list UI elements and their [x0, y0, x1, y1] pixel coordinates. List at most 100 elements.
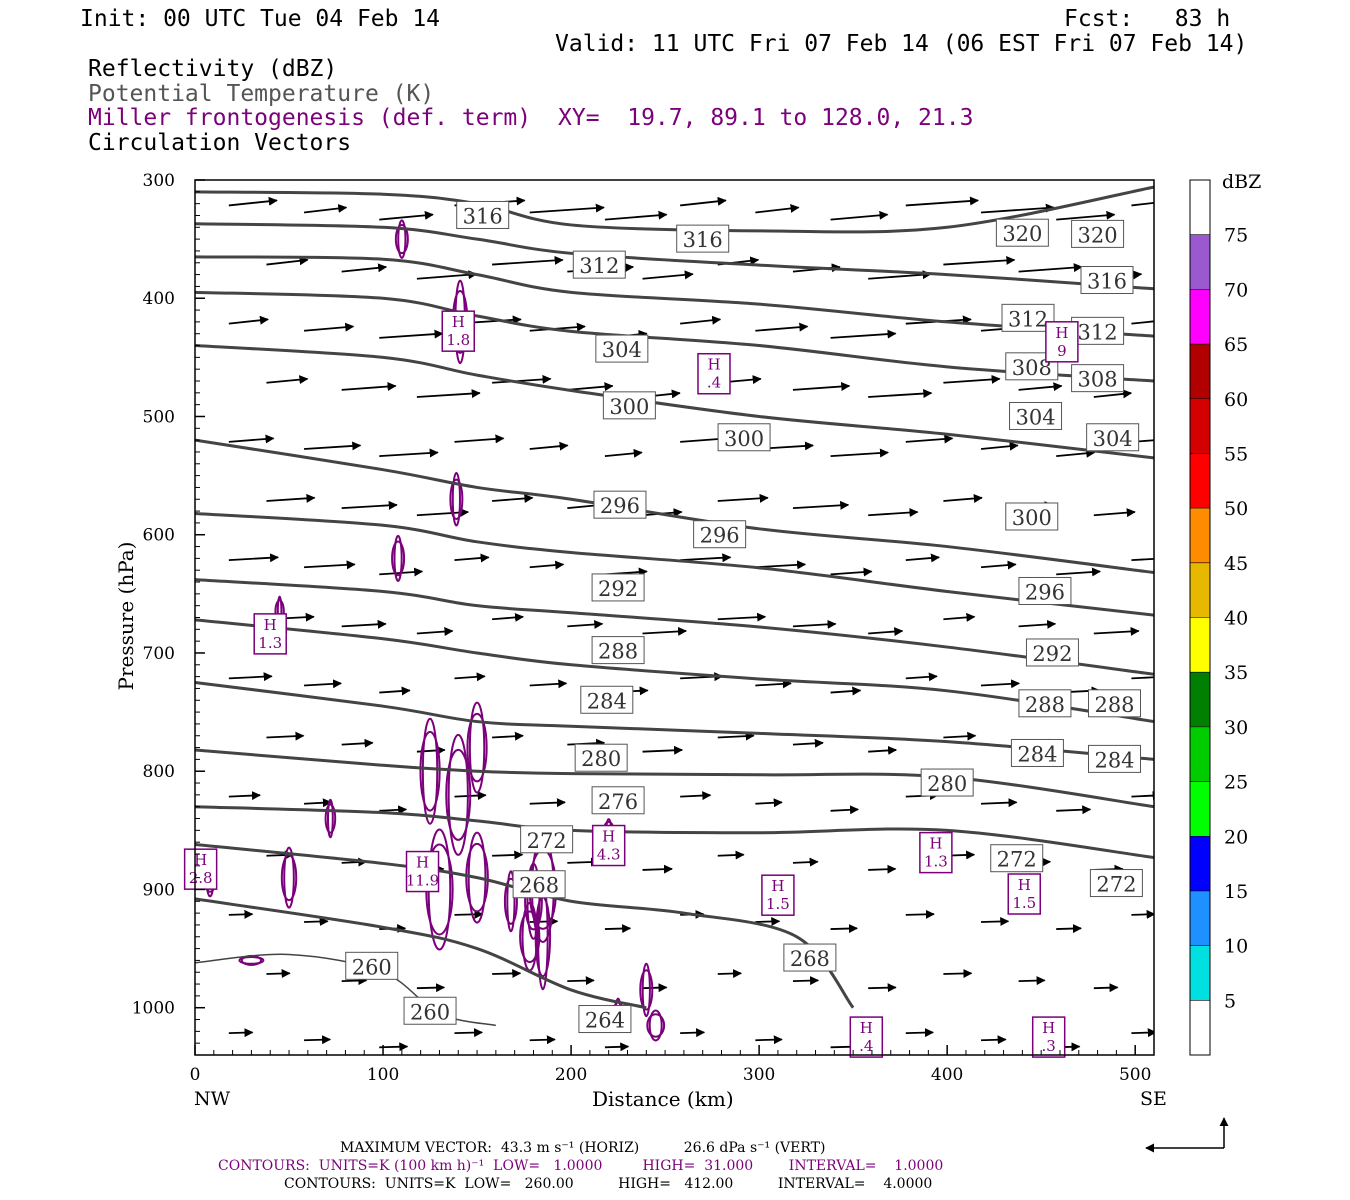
circulation-vector [492, 731, 524, 741]
contour-label: 272 [997, 848, 1037, 872]
circulation-vector [1169, 973, 1193, 974]
circulation-vector [792, 857, 819, 867]
contour-label-box [990, 844, 1044, 873]
colorbar-swatch [1190, 945, 1210, 1001]
contour-label: 288 [1094, 693, 1134, 717]
circulation-vector [304, 916, 329, 926]
colorbar-swatch [1190, 836, 1210, 891]
fronto-contour [449, 478, 464, 520]
circulation-vector [228, 672, 273, 682]
y-tick-label: 900 [143, 880, 175, 900]
high-marker-value: .3 [1042, 1037, 1056, 1055]
fronto-contour [506, 870, 516, 933]
circulation-vector [680, 791, 712, 801]
contour-label-box [920, 768, 974, 797]
circulation-vector [943, 612, 976, 622]
circulation-vector [980, 798, 1018, 808]
fronto-contour [641, 962, 651, 1018]
high-marker-value: 11.9 [406, 872, 439, 890]
circulation-vector [228, 434, 275, 444]
circulation-vector [266, 493, 316, 503]
contour-label-box [403, 996, 457, 1025]
fronto-contour [646, 1013, 666, 1038]
fronto-contour [451, 472, 461, 527]
init-time: Init: 00 UTC Tue 04 Feb 14 [80, 6, 441, 32]
circulation-vector [529, 798, 566, 808]
high-marker-letter: H [1055, 324, 1068, 342]
cross-section-xy: XY= 19.7, 89.1 to 128.0, 21.3 [558, 105, 974, 131]
circulation-vector [680, 1028, 706, 1038]
high-marker-value: 1.5 [1012, 894, 1036, 912]
circulation-vector [492, 850, 524, 860]
contour-label: 288 [1025, 693, 1065, 717]
contour-label-box [593, 490, 647, 519]
theta-contour-276 [195, 748, 1154, 809]
contour-label-box [995, 218, 1049, 247]
circulation-vector [980, 679, 1021, 689]
circulation-vector [379, 805, 408, 815]
circulation-vector [980, 203, 1055, 214]
circulation-vector [1131, 320, 1154, 325]
field-circulation-vectors: Circulation Vectors [88, 130, 352, 156]
fronto-contour [467, 831, 487, 924]
circulation-vector [304, 798, 332, 808]
circulation-vector [454, 434, 505, 444]
circulation-vector [680, 196, 727, 207]
y-tick-label: 800 [143, 762, 175, 782]
contour-label-box [1071, 219, 1125, 248]
circulation-vector [642, 983, 668, 993]
circulation-vector [755, 560, 807, 570]
circulation-vector [642, 270, 694, 280]
x-axis-title: Distance (km) [592, 1087, 734, 1111]
contour-label-box [520, 825, 574, 854]
y-tick-label: 600 [143, 526, 175, 546]
circulation-vector [1131, 791, 1154, 801]
footer-contours-fronto: CONTOURS: UNITS=K (100 km h)⁻¹ LOW= 1.00… [218, 1158, 944, 1174]
circulation-vector [1093, 983, 1119, 993]
circulation-vector [266, 375, 309, 385]
high-marker-box [591, 824, 626, 867]
circulation-vector [1018, 263, 1083, 273]
circulation-vector [492, 374, 552, 384]
circulation-vector [228, 909, 254, 919]
colorbar-swatch [1190, 672, 1210, 727]
contour-label-box [676, 224, 730, 253]
fronto-contour [465, 842, 489, 913]
circulation-vector [341, 500, 398, 510]
contour-label-box [572, 250, 626, 279]
circulation-vector [454, 672, 486, 682]
circulation-vector [379, 448, 439, 458]
circulation-vector [604, 448, 643, 458]
fronto-contour [326, 798, 334, 839]
theta-contour-292 [195, 511, 1154, 617]
circulation-vector [943, 255, 1016, 266]
contour-label-box [602, 391, 656, 420]
footer-contours-theta: CONTOURS: UNITS=K LOW= 260.00 HIGH= 412.… [284, 1176, 933, 1192]
contour-label-box [1009, 401, 1063, 430]
circulation-vector [379, 210, 434, 221]
circulation-vector [1131, 439, 1154, 443]
circulation-vector [304, 679, 342, 689]
contour-label: 320 [1078, 223, 1118, 247]
circulation-vector [492, 968, 522, 978]
contour-label-box [591, 573, 645, 602]
field-potential-temperature: Potential Temperature (K) [88, 81, 435, 107]
circulation-vector [792, 619, 837, 629]
circulation-vector [266, 969, 291, 979]
high-marker-value: .4 [707, 374, 721, 392]
colorbar-level-label: 70 [1224, 279, 1248, 301]
x-tick-label: 0 [190, 1065, 201, 1085]
circulation-vector [755, 1035, 783, 1045]
high-marker-value: 1.3 [924, 853, 948, 871]
contour-label: 304 [602, 338, 642, 362]
circulation-vector [1093, 626, 1140, 636]
field-frontogenesis: Miller frontogenesis (def. term) [88, 105, 532, 131]
circulation-vector [304, 560, 356, 570]
circulation-vector [717, 969, 743, 979]
circulation-vector [1056, 924, 1082, 934]
fronto-contour [391, 540, 406, 577]
colorbar-level-label: 60 [1224, 389, 1248, 411]
contour-label: 320 [1002, 222, 1042, 246]
high-marker-value: 4.3 [597, 846, 621, 864]
